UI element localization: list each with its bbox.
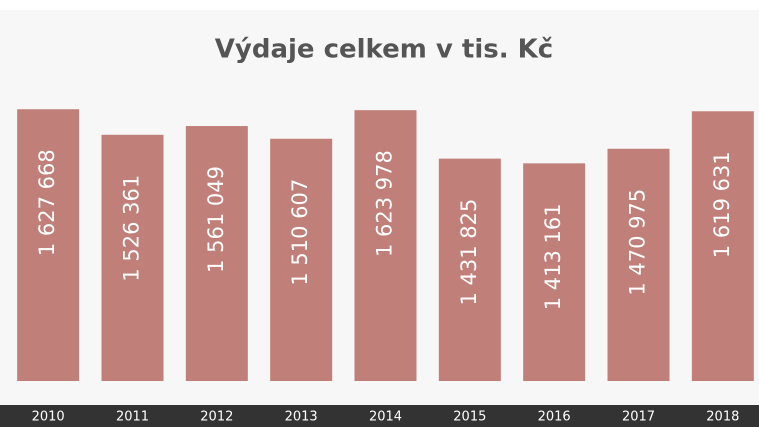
data-label: 1 623 978 (373, 150, 397, 257)
x-tick-label: 2015 (453, 410, 486, 425)
chart-title: Výdaje celkem v tis. Kč (215, 35, 553, 65)
x-tick-label: 2014 (369, 410, 402, 425)
data-label: 1 431 825 (457, 199, 481, 306)
category-strip (0, 405, 759, 427)
bar (691, 111, 754, 381)
data-label: 1 561 049 (204, 166, 228, 273)
data-label: 1 470 975 (626, 189, 650, 296)
data-label: 1 510 607 (288, 179, 312, 286)
data-label: 1 526 361 (120, 175, 144, 282)
x-tick-label: 2017 (622, 410, 655, 425)
data-label: 1 619 631 (710, 151, 734, 258)
bar (17, 109, 80, 382)
data-label: 1 413 161 (541, 203, 565, 310)
x-tick-label: 2012 (200, 410, 233, 425)
bar (523, 163, 586, 381)
data-label: 1 627 668 (35, 149, 59, 256)
bar (101, 134, 164, 381)
bar (438, 158, 501, 381)
bar (185, 126, 248, 381)
bar (607, 148, 670, 381)
bar (354, 110, 417, 381)
x-tick-label: 2018 (706, 410, 739, 425)
bar (270, 138, 333, 381)
x-tick-label: 2011 (116, 410, 149, 425)
x-tick-label: 2016 (538, 410, 571, 425)
x-tick-label: 2010 (32, 410, 65, 425)
x-tick-label: 2013 (285, 410, 318, 425)
